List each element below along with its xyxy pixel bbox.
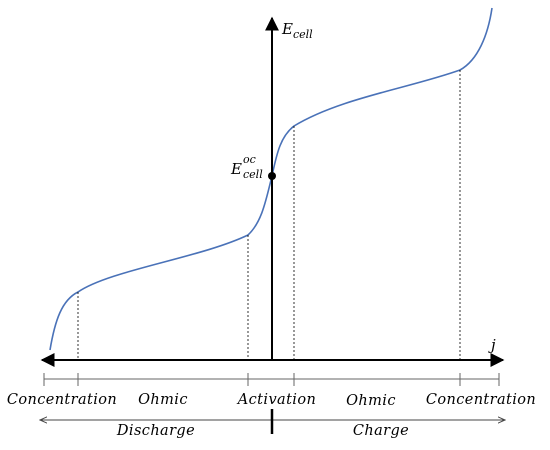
charge-label: Charge (353, 423, 409, 439)
x-axis-label: j (488, 336, 496, 354)
region-label-activation: Activation (236, 392, 316, 408)
region-label-concentration-right: Concentration (426, 392, 536, 408)
region-label-ohmic-right: Ohmic (346, 393, 396, 409)
region-label-concentration-left: Concentration (7, 392, 117, 408)
ocv-point (268, 172, 276, 180)
y-axis-label: Ecell (281, 20, 313, 41)
ocv-superscript: oc (243, 153, 256, 166)
region-label-ohmic-left: Ohmic (138, 392, 188, 408)
ocv-subscript: cell (243, 168, 263, 181)
ocv-symbol: E (230, 160, 242, 178)
discharge-label: Discharge (116, 423, 195, 439)
